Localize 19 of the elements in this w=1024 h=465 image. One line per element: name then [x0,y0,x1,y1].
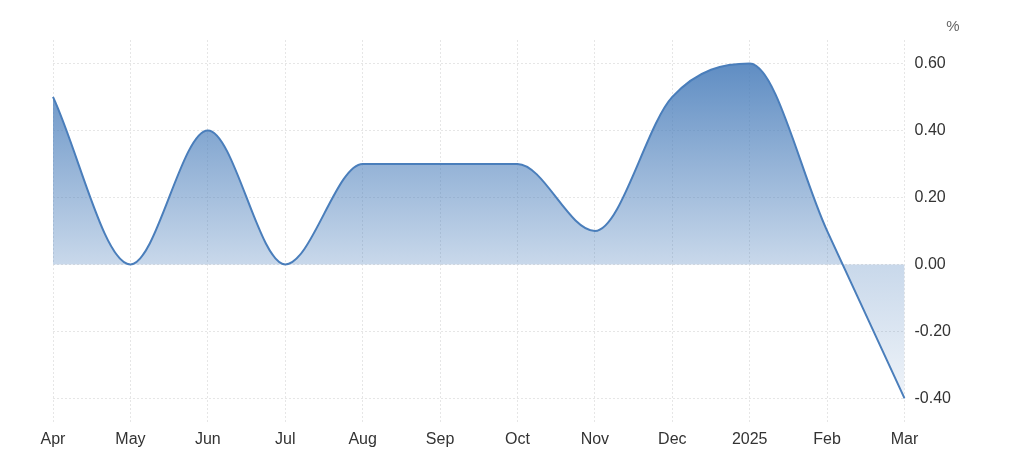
x-tick-label: Sep [425,429,455,447]
x-tick-label: Jul [275,429,296,447]
x-tick-label: Feb [813,429,841,447]
y-tick-label: -0.40 [914,388,952,406]
x-tick-label: Dec [658,429,687,447]
x-tick-label: Mar [890,429,919,447]
y-tick-label: 0.60 [914,53,946,71]
y-tick-label: -0.20 [914,321,952,339]
y-tick-label: 0.40 [914,120,946,138]
x-tick-label: Nov [580,429,610,447]
x-tick-label: 2025 [731,429,768,447]
y-tick-label: 0.00 [914,254,946,272]
x-tick-label: Jun [194,429,221,447]
y-axis-title: % [946,16,960,34]
x-tick-label: Oct [505,429,531,447]
y-tick-label: 0.20 [914,187,946,205]
x-tick-label: Aug [348,429,377,447]
x-tick-label: May [115,429,146,447]
x-tick-label: Apr [40,429,67,447]
